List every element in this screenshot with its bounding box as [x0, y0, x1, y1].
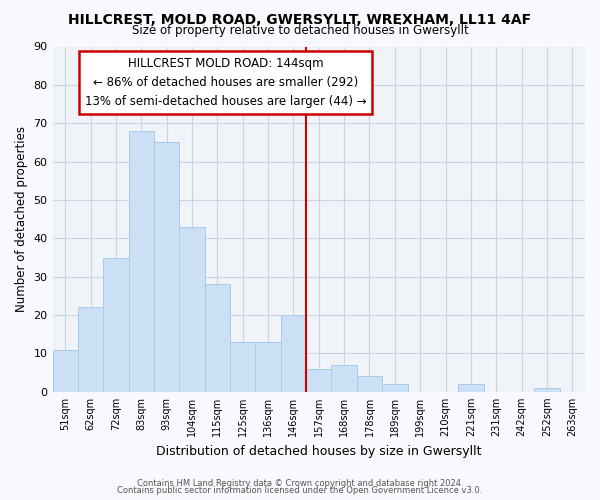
Bar	[357, 376, 382, 392]
Text: HILLCREST, MOLD ROAD, GWERSYLLT, WREXHAM, LL11 4AF: HILLCREST, MOLD ROAD, GWERSYLLT, WREXHAM…	[68, 12, 532, 26]
X-axis label: Distribution of detached houses by size in Gwersyllt: Distribution of detached houses by size …	[156, 444, 482, 458]
Bar	[103, 258, 128, 392]
Bar	[53, 350, 78, 392]
Bar	[306, 369, 331, 392]
Bar	[78, 308, 103, 392]
Bar	[205, 284, 230, 392]
Bar	[128, 131, 154, 392]
Text: Contains public sector information licensed under the Open Government Licence v3: Contains public sector information licen…	[118, 486, 482, 495]
Bar	[382, 384, 407, 392]
Bar	[179, 227, 205, 392]
Bar	[534, 388, 560, 392]
Y-axis label: Number of detached properties: Number of detached properties	[15, 126, 28, 312]
Text: Size of property relative to detached houses in Gwersyllt: Size of property relative to detached ho…	[131, 24, 469, 37]
Bar	[154, 142, 179, 392]
Bar	[230, 342, 256, 392]
Bar	[331, 365, 357, 392]
Bar	[256, 342, 281, 392]
Text: HILLCREST MOLD ROAD: 144sqm
← 86% of detached houses are smaller (292)
13% of se: HILLCREST MOLD ROAD: 144sqm ← 86% of det…	[85, 57, 367, 108]
Bar	[281, 315, 306, 392]
Bar	[458, 384, 484, 392]
Text: Contains HM Land Registry data © Crown copyright and database right 2024.: Contains HM Land Registry data © Crown c…	[137, 478, 463, 488]
